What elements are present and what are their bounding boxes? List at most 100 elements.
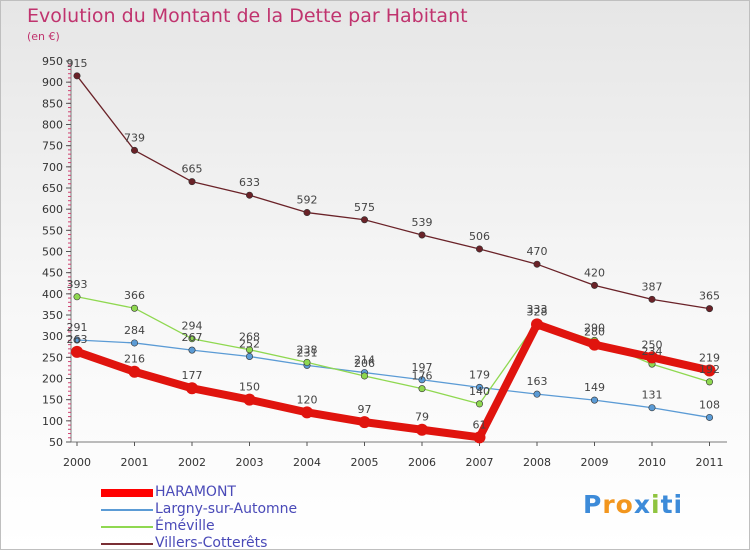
data-label: 290	[584, 321, 605, 334]
x-tick-label: 2010	[638, 456, 666, 469]
x-tick-label: 2001	[121, 456, 149, 469]
data-label: 366	[124, 289, 145, 302]
data-label: 470	[527, 245, 548, 258]
data-label: 633	[239, 176, 260, 189]
y-tick-label: 750	[42, 140, 63, 153]
data-point	[703, 364, 716, 377]
data-point	[303, 209, 311, 217]
data-point	[71, 345, 83, 358]
y-tick-label: 800	[42, 119, 63, 132]
y-tick-label: 200	[42, 373, 63, 386]
data-label: 739	[124, 131, 145, 144]
x-tick-label: 2007	[466, 456, 494, 469]
data-label: 915	[67, 57, 88, 70]
data-label: 131	[642, 389, 663, 402]
y-tick-label: 600	[42, 203, 63, 216]
data-point	[73, 72, 81, 80]
data-label: 79	[415, 411, 429, 424]
x-tick-label: 2003	[236, 456, 264, 469]
data-point	[705, 413, 713, 421]
legend-label: Éméville	[155, 518, 215, 534]
data-point	[246, 191, 254, 199]
data-label: 150	[239, 381, 260, 394]
y-tick-label: 550	[42, 224, 63, 237]
x-tick-label: 2002	[178, 456, 206, 469]
data-point	[73, 336, 81, 344]
data-label: 108	[699, 398, 720, 411]
data-label: 192	[699, 363, 720, 376]
y-tick-label: 400	[42, 288, 63, 301]
legend-label: Villers-Cotterêts	[155, 535, 268, 551]
data-point	[475, 383, 483, 391]
data-point	[590, 396, 598, 404]
data-point	[418, 231, 426, 239]
data-label: 387	[642, 280, 663, 293]
data-label: 333	[527, 303, 548, 316]
data-label: 179	[469, 368, 490, 381]
y-tick-label: 500	[42, 246, 63, 259]
data-label: 149	[584, 381, 605, 394]
data-point	[473, 431, 486, 444]
series-line	[76, 339, 711, 419]
y-tick-label: 300	[42, 330, 63, 343]
series-line	[76, 75, 711, 310]
data-label: 393	[67, 278, 88, 291]
data-point	[131, 304, 139, 312]
data-point	[648, 295, 656, 303]
x-tick-label: 2008	[523, 456, 551, 469]
data-point	[246, 346, 254, 354]
x-tick-label: 2006	[408, 456, 436, 469]
data-label: 140	[469, 385, 490, 398]
data-label: 284	[124, 324, 145, 337]
data-point	[188, 178, 196, 186]
y-tick-label: 350	[42, 309, 63, 322]
data-point	[360, 216, 368, 224]
data-label: 176	[412, 370, 433, 383]
y-tick-label: 700	[42, 161, 63, 174]
data-label: 592	[297, 194, 318, 207]
x-tick-label: 2005	[351, 456, 379, 469]
legend-label: Largny-sur-Automne	[155, 501, 298, 517]
data-label: 328	[527, 305, 548, 318]
data-point	[360, 372, 368, 380]
x-tick-label: 2004	[293, 456, 321, 469]
data-label: 163	[527, 375, 548, 388]
data-label: 267	[182, 331, 203, 344]
x-tick-label: 2011	[696, 456, 724, 469]
data-label: 234	[642, 345, 663, 358]
data-point	[531, 318, 543, 331]
legend-swatch	[101, 509, 153, 511]
y-tick-label: 150	[42, 394, 63, 407]
data-point	[533, 390, 541, 398]
data-point	[188, 346, 196, 354]
data-point	[301, 406, 313, 419]
legend-swatch	[101, 526, 153, 528]
data-point	[73, 293, 81, 301]
data-label: 506	[469, 230, 490, 243]
series-line	[73, 320, 714, 442]
legend-label: HARAMONT	[155, 484, 236, 500]
data-point	[358, 416, 371, 429]
data-point	[588, 338, 601, 351]
data-label: 219	[699, 351, 720, 364]
y-tick-label: 650	[42, 182, 63, 195]
data-point	[475, 245, 483, 253]
data-point	[246, 352, 254, 360]
y-tick-label: 900	[42, 76, 63, 89]
data-point	[416, 423, 428, 436]
data-point	[303, 358, 311, 366]
data-point	[243, 393, 256, 406]
data-point	[475, 400, 483, 408]
y-tick-label: 100	[42, 415, 63, 428]
data-label: 61	[473, 418, 487, 431]
data-label: 294	[182, 320, 203, 333]
chart-title: Evolution du Montant de la Dette par Hab…	[27, 5, 468, 27]
data-point	[131, 339, 139, 347]
data-point	[590, 281, 598, 289]
x-tick-label: 2009	[581, 456, 609, 469]
x-tick-label: 2000	[63, 456, 91, 469]
data-label: 177	[182, 369, 203, 382]
data-point	[418, 385, 426, 393]
